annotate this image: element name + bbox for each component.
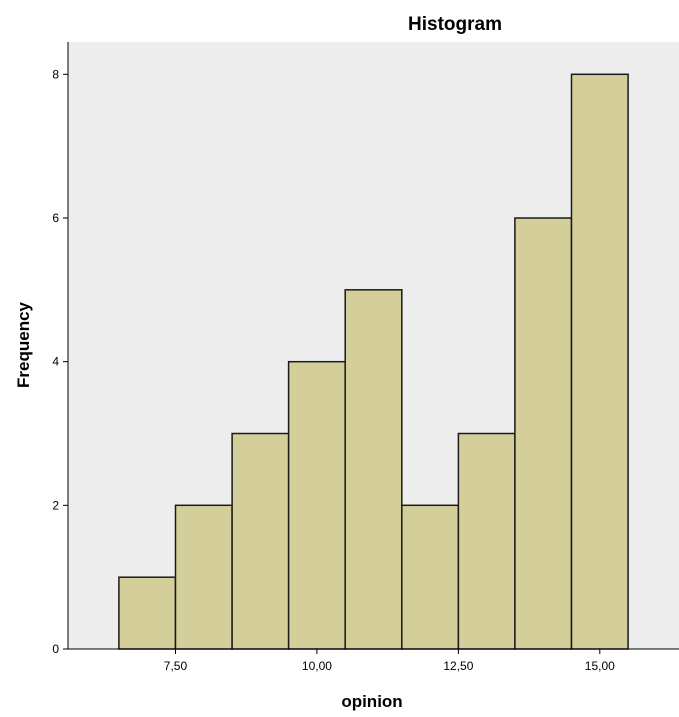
histogram-bar-4	[287, 360, 346, 650]
x-tick-label-1: 7,50	[164, 659, 188, 673]
y-ticks-group: 0 2 4 6 8	[52, 67, 68, 656]
x-tick-label-4: 15,00	[585, 659, 615, 673]
y-tick-label-4: 6	[52, 211, 59, 225]
histogram-bar-2	[174, 504, 233, 650]
x-tick-label-3: 12,50	[443, 659, 473, 673]
y-tick-label-2: 2	[52, 498, 59, 512]
y-axis-title: Frequency	[14, 301, 33, 388]
y-tick-label-1: 0	[52, 642, 59, 656]
bars-group	[118, 73, 629, 650]
histogram-bar-5	[344, 289, 403, 650]
x-axis-title: opinion	[341, 692, 402, 711]
histogram-bar-3	[231, 432, 290, 650]
histogram-bar-8	[514, 217, 573, 650]
x-tick-label-2: 10,00	[302, 659, 332, 673]
y-tick-label-3: 4	[52, 355, 59, 369]
x-ticks-group: 7,50 10,00 12,50 15,00	[164, 649, 615, 673]
histogram-bar-6	[401, 504, 460, 650]
histogram-bar-7	[457, 432, 516, 650]
histogram-bar-9	[570, 73, 629, 650]
histogram-bar-1	[118, 576, 177, 650]
chart-title: Histogram	[408, 14, 502, 35]
y-tick-label-5: 8	[52, 67, 59, 81]
